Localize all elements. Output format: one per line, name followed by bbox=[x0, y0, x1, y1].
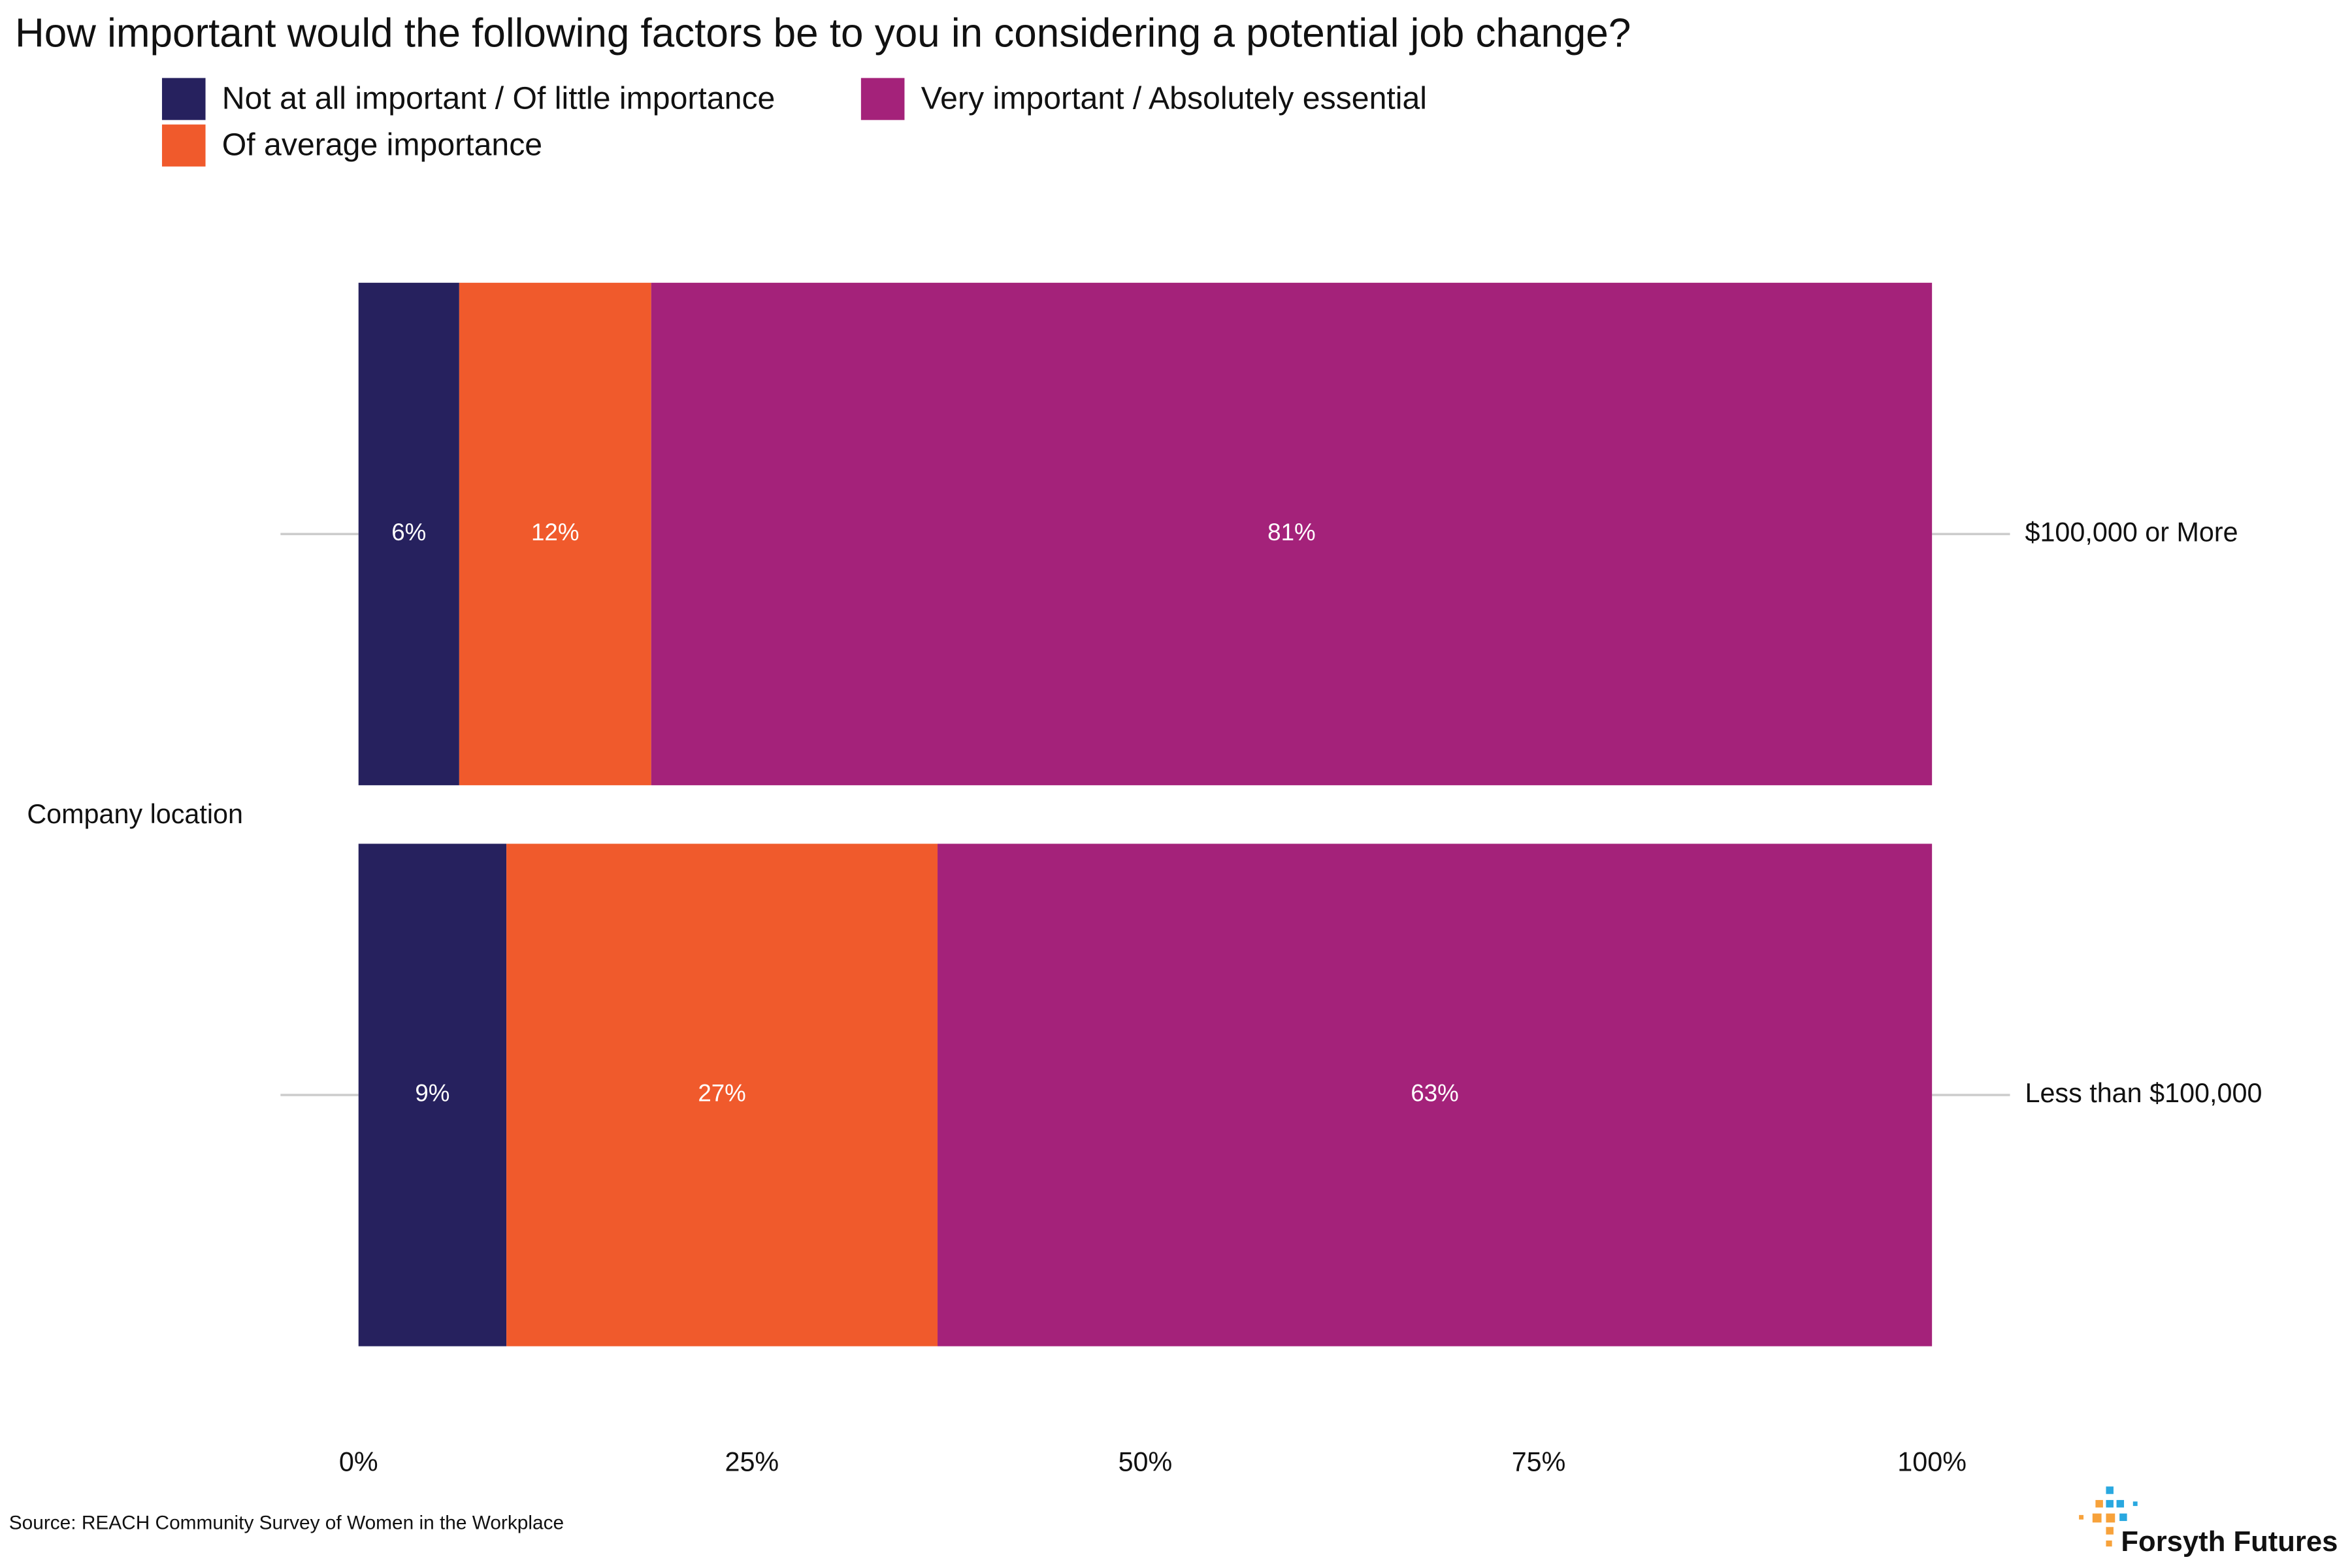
x-tick-label: 0% bbox=[339, 1447, 378, 1477]
category-label: $100,000 or More bbox=[2025, 517, 2238, 547]
legend-label: Very important / Absolutely essential bbox=[921, 81, 1427, 116]
chart-title: How important would the following factor… bbox=[15, 10, 1631, 56]
value-label: 81% bbox=[1267, 519, 1316, 546]
legend-swatch bbox=[860, 78, 905, 120]
value-label: 27% bbox=[698, 1080, 746, 1107]
value-label: 9% bbox=[415, 1080, 449, 1107]
category-label: Less than $100,000 bbox=[2025, 1078, 2262, 1108]
source: Source: REACH Community Survey of Women … bbox=[9, 1512, 564, 1534]
legend-swatch bbox=[161, 124, 206, 167]
value-label: 12% bbox=[531, 519, 580, 546]
logo bbox=[2079, 1486, 2138, 1547]
bar-segment bbox=[651, 282, 1933, 785]
x-tick-label: 100% bbox=[1897, 1447, 1967, 1477]
x-tick-label: 25% bbox=[725, 1447, 779, 1477]
legend-label: Not at all important / Of little importa… bbox=[222, 81, 776, 116]
x-tick-label: 75% bbox=[1512, 1447, 1566, 1477]
bar-segment bbox=[358, 282, 459, 785]
value-label: 63% bbox=[1411, 1080, 1458, 1107]
bar-segment bbox=[506, 843, 938, 1347]
bar-segment bbox=[459, 282, 651, 785]
legend-label: Of average importance bbox=[222, 127, 542, 163]
bar-segment bbox=[358, 843, 507, 1347]
y-axis-label: Company location bbox=[27, 799, 243, 829]
bar-segment bbox=[938, 843, 1933, 1347]
legend-swatch bbox=[161, 78, 206, 120]
value-label: 6% bbox=[391, 519, 426, 546]
x-tick-label: 50% bbox=[1119, 1447, 1173, 1477]
brand: Forsyth Futures bbox=[2121, 1526, 2338, 1558]
